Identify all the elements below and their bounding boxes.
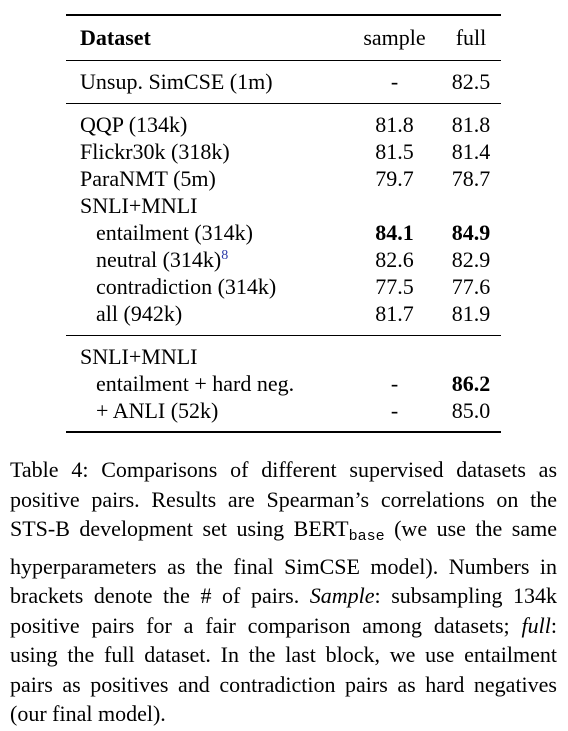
table-row: Flickr30k (318k) 81.5 81.4 <box>66 138 501 165</box>
row-full: 81.9 <box>451 301 491 326</box>
table-row: neutral (314k)8 82.6 82.9 <box>66 246 501 273</box>
footnote-marker[interactable]: 8 <box>221 248 229 263</box>
caption-sample-term: Sample <box>309 583 375 608</box>
table-caption: Table 4: Comparisons of different superv… <box>10 455 557 729</box>
row-full: 86.2 <box>451 371 491 396</box>
row-sample: 81.7 <box>375 301 414 326</box>
row-name: neutral (314k) <box>96 247 222 272</box>
row-name: Flickr30k (318k) <box>80 139 230 164</box>
row-sample <box>348 192 441 219</box>
table-row: QQP (134k) 81.8 81.8 <box>66 103 501 138</box>
table-row: SNLI+MNLI <box>66 335 501 370</box>
table-row: Unsup. SimCSE (1m) - 82.5 <box>66 60 501 104</box>
row-full: 81.8 <box>441 103 501 138</box>
table-row: + ANLI (52k) - 85.0 <box>66 397 501 433</box>
results-table: Dataset sample full Unsup. SimCSE (1m) -… <box>66 14 501 433</box>
caption-text-4: : using the full dataset. In the last bl… <box>10 612 557 727</box>
row-name: contradiction (314k) <box>96 274 277 299</box>
row-full: 77.6 <box>451 274 491 299</box>
row-sample: 81.8 <box>348 103 441 138</box>
row-full: 78.7 <box>451 166 491 191</box>
table-row: entailment (314k) 84.1 84.9 <box>66 219 501 246</box>
row-full <box>441 192 501 219</box>
row-sample: 82.6 <box>375 247 414 272</box>
table-row: all (942k) 81.7 81.9 <box>66 300 501 336</box>
row-sample <box>348 335 441 370</box>
row-full: 85.0 <box>441 397 501 433</box>
row-name: ParaNMT (5m) <box>80 166 216 191</box>
row-full: 82.5 <box>441 60 501 104</box>
row-name: SNLI+MNLI <box>80 193 198 218</box>
table-row: SNLI+MNLI <box>66 192 501 219</box>
caption-full-term: full <box>521 612 551 638</box>
row-sample: 84.1 <box>375 220 414 245</box>
row-sample: 77.5 <box>375 274 414 299</box>
results-table-grid: Dataset sample full Unsup. SimCSE (1m) -… <box>66 14 501 433</box>
row-name: all (942k) <box>96 301 183 326</box>
row-name: entailment + hard neg. <box>96 371 295 396</box>
row-name-cell: neutral (314k)8 <box>66 246 348 273</box>
table-header-row: Dataset sample full <box>66 14 501 61</box>
row-full: 84.9 <box>451 220 491 245</box>
row-name: Unsup. SimCSE (1m) <box>66 60 348 104</box>
row-name: QQP (134k) <box>66 103 348 138</box>
row-name: SNLI+MNLI <box>66 335 348 370</box>
caption-subscript: base <box>348 528 385 545</box>
caption-text-2: (we use the same hyperparameters as the … <box>10 516 558 608</box>
header-sample: sample <box>348 14 441 61</box>
row-name: entailment (314k) <box>96 220 254 245</box>
header-full: full <box>441 14 501 61</box>
table-row: contradiction (314k) 77.5 77.6 <box>66 273 501 300</box>
caption-label: Table 4: <box>10 457 89 482</box>
row-sample: - <box>390 371 399 396</box>
row-sample: 81.5 <box>375 139 414 164</box>
row-full: 82.9 <box>451 247 491 272</box>
row-sample: - <box>348 60 441 104</box>
row-sample: - <box>348 397 441 433</box>
table-row: entailment + hard neg. - 86.2 <box>66 370 501 397</box>
table-row: ParaNMT (5m) 79.7 78.7 <box>66 165 501 192</box>
row-name: + ANLI (52k) <box>66 397 348 433</box>
caption-text-3: : subsampling 134k positive pairs for a … <box>10 583 558 638</box>
caption-text-1: Comparisons of different supervised data… <box>10 457 558 541</box>
header-dataset: Dataset <box>66 14 348 61</box>
row-full: 81.4 <box>451 139 491 164</box>
row-full <box>441 335 501 370</box>
row-sample: 79.7 <box>375 166 414 191</box>
